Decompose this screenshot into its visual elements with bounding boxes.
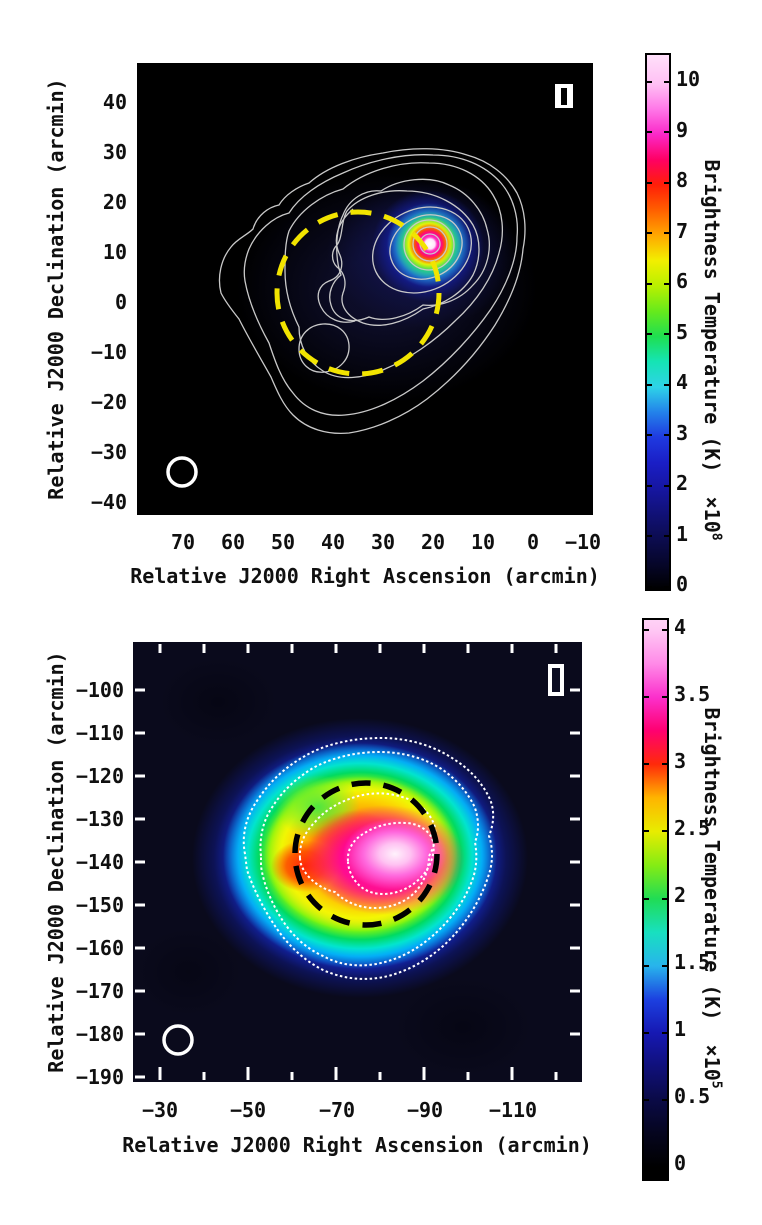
colorbar-tick-label: 10 — [676, 67, 701, 91]
zoom-map-color-image — [133, 642, 582, 1082]
y-tick-label: −120 — [75, 764, 124, 788]
y-tick-label: −100 — [75, 678, 124, 702]
colorbar-tick-label: 1 — [676, 522, 689, 546]
colorbar-top — [645, 53, 671, 591]
colorbar-scale-exponent: 8 — [708, 532, 724, 541]
x-tick-label: 40 — [320, 530, 346, 554]
y-tick-label: 20 — [102, 190, 127, 214]
colorbar-tick-label: 0.5 — [674, 1084, 711, 1108]
colorbar-scale-label: ×10 — [700, 496, 724, 533]
x-tick-label: 0 — [526, 530, 540, 554]
stokes-label-box — [555, 84, 573, 108]
aperture-circle-black-dashed — [292, 780, 440, 928]
white-contours — [242, 736, 495, 980]
y-tick-label: 30 — [102, 140, 127, 164]
x-tick-label: −30 — [141, 1098, 179, 1122]
x-tick-label: 50 — [270, 530, 296, 554]
colorbar-tick-label: 5 — [676, 320, 689, 344]
colorbar-tick-label: 0 — [674, 1151, 687, 1175]
colorbar-tick-label: 6 — [676, 269, 689, 293]
y-tick-label: −170 — [75, 979, 124, 1003]
colorbar-tick-label: 2 — [676, 471, 689, 495]
x-axis-title-bottom: Relative J2000 Right Ascension (arcmin) — [122, 1133, 592, 1157]
beam-circle — [166, 456, 198, 488]
zoom-map-overlays — [135, 644, 580, 1080]
x-tick-label: 20 — [420, 530, 446, 554]
colorbar-tick-label: 2 — [674, 883, 687, 907]
x-axis-title-top: Relative J2000 Right Ascension (arcmin) — [130, 564, 600, 588]
colorbar-title-top: Brightness Temperature (K) ×108 — [700, 110, 724, 590]
y-tick-label: −20 — [90, 390, 127, 414]
stokes-i-glyph — [561, 87, 567, 105]
x-tick-label: 70 — [170, 530, 196, 554]
x-tick-label: 60 — [220, 530, 246, 554]
wide-map-color-image — [137, 63, 593, 515]
x-tick-label: −50 — [229, 1098, 267, 1122]
y-axis-title-bottom: Relative J2000 Declination (arcmin) — [44, 651, 68, 1073]
stokes-i-map-wide — [137, 63, 593, 515]
colorbar-tick-label: 0 — [676, 572, 689, 596]
y-tick-label: −10 — [90, 340, 127, 364]
wide-map-overlays — [166, 148, 526, 488]
colorbar-tick-label: 7 — [676, 219, 689, 243]
colorbar-tick-label: 2.5 — [674, 816, 711, 840]
colorbar-bottom — [642, 618, 669, 1181]
colorbar-tick-label: 1.5 — [674, 950, 711, 974]
colorbar-tick-label: 3 — [676, 421, 689, 445]
x-tick-label: −90 — [406, 1098, 444, 1122]
colorbar-tick-label: 1 — [674, 1017, 687, 1041]
colorbar-title-text: Brightness Temperature (K) — [700, 159, 724, 473]
y-tick-label: −40 — [90, 490, 127, 514]
colorbar-tick-label: 4 — [676, 370, 689, 394]
x-tick-label: 10 — [470, 530, 496, 554]
y-tick-label: −30 — [90, 440, 127, 464]
y-tick-label: −150 — [75, 893, 124, 917]
x-tick-label: −110 — [488, 1098, 538, 1122]
colorbar-tick-label: 8 — [676, 168, 689, 192]
stokes-label-box — [548, 664, 564, 696]
y-tick-label: −190 — [75, 1065, 124, 1089]
x-tick-label: 30 — [370, 530, 396, 554]
y-axis-title-top: Relative J2000 Declination (arcmin) — [44, 78, 68, 500]
y-tick-label: 0 — [114, 290, 127, 314]
x-tick-label: −10 — [564, 530, 602, 554]
colorbar-tick-label: 3.5 — [674, 682, 711, 706]
y-tick-label: −110 — [75, 721, 124, 745]
stokes-i-map-zoom — [133, 642, 582, 1082]
y-tick-label: 40 — [102, 90, 127, 114]
colorbar-tick-label: 3 — [674, 749, 687, 773]
colorbar-scale-exponent: 5 — [708, 1080, 724, 1089]
colorbar-scale-label: ×10 — [700, 1044, 724, 1081]
y-tick-label: −130 — [75, 807, 124, 831]
y-tick-label: −160 — [75, 936, 124, 960]
y-tick-label: −180 — [75, 1022, 124, 1046]
colorbar-title-bottom: Brightness Temperature (K) ×105 — [700, 658, 724, 1138]
white-contours — [218, 148, 526, 435]
x-tick-label: −70 — [318, 1098, 356, 1122]
axis-ticks-white — [135, 644, 580, 1080]
colorbar-title-text: Brightness Temperature (K) — [700, 707, 724, 1021]
y-tick-label: 10 — [102, 240, 127, 264]
aperture-circle-yellow-dashed — [274, 209, 442, 377]
colorbar-tick-label: 4 — [674, 615, 687, 639]
y-tick-label: −140 — [75, 850, 124, 874]
beam-circle — [162, 1024, 194, 1056]
colorbar-tick-label: 9 — [676, 118, 689, 142]
